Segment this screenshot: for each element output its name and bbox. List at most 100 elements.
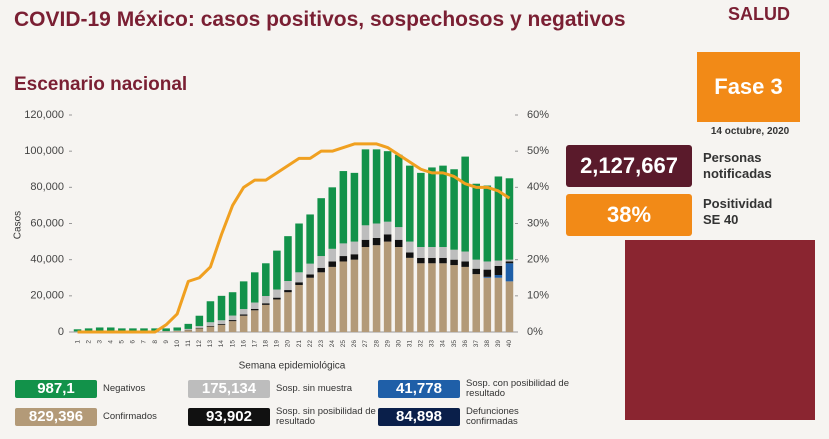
bar-segment bbox=[361, 239, 370, 248]
bar-segment bbox=[494, 265, 503, 276]
legend-label: Sosp. sin posibilidad de resultado bbox=[276, 406, 376, 427]
x-tick-label: 19 bbox=[274, 340, 281, 348]
bar-segment bbox=[383, 241, 392, 332]
bar-segment bbox=[394, 239, 403, 248]
legend-value: 93,902 bbox=[188, 408, 270, 426]
bar-segment bbox=[406, 241, 414, 253]
bar-segment bbox=[417, 172, 425, 248]
bar-segment bbox=[406, 252, 414, 258]
bar-segment bbox=[262, 303, 270, 305]
legend-value: 41,778 bbox=[378, 380, 460, 398]
bar-segment bbox=[472, 268, 481, 275]
bar-segment bbox=[494, 277, 503, 332]
bar-segment bbox=[284, 290, 292, 293]
bar-segment bbox=[339, 256, 348, 262]
bar-segment bbox=[162, 328, 170, 332]
date: 14 octubre, 2020 bbox=[710, 126, 790, 137]
x-tick-label: 33 bbox=[429, 340, 436, 348]
bar-segment bbox=[372, 223, 381, 238]
bar-segment bbox=[483, 185, 492, 262]
phase: Fase 3 bbox=[697, 52, 800, 122]
bar-segment bbox=[306, 277, 314, 332]
bar-segment bbox=[162, 331, 170, 332]
bar-segment bbox=[262, 304, 270, 332]
bar-segment bbox=[450, 249, 458, 260]
bar-segment bbox=[195, 315, 204, 327]
bar-segment bbox=[439, 165, 447, 248]
positivity-line bbox=[77, 142, 511, 334]
x-tick-label: 10 bbox=[174, 340, 181, 348]
legend-value: 987,1 bbox=[15, 380, 97, 398]
x-tick-label: 36 bbox=[462, 340, 469, 348]
subtitle: Escenario nacional bbox=[14, 74, 188, 95]
x-tick-label: 38 bbox=[484, 340, 491, 348]
bar-segment bbox=[250, 308, 259, 311]
bar-segment bbox=[483, 261, 492, 270]
y2-tick-label: 50% bbox=[527, 145, 549, 157]
bar-segment bbox=[439, 263, 447, 332]
bar-segment bbox=[350, 172, 359, 242]
x-tick-label: 32 bbox=[418, 340, 425, 348]
bar-segment bbox=[361, 247, 370, 332]
x-tick-label: 11 bbox=[185, 340, 192, 347]
y2-tick-label: 20% bbox=[527, 254, 549, 266]
video-panel bbox=[625, 240, 815, 420]
bar-segment bbox=[284, 281, 292, 291]
legend-label: Negativos bbox=[103, 383, 146, 394]
x-tick-label: 8 bbox=[152, 340, 159, 344]
bar-segment bbox=[295, 284, 303, 332]
x-tick-label: 12 bbox=[196, 340, 203, 348]
x-tick-label: 35 bbox=[451, 340, 458, 348]
bar-segment bbox=[483, 269, 492, 277]
bar-segment bbox=[228, 315, 237, 321]
bar-segment bbox=[206, 326, 215, 332]
bar-segment bbox=[306, 263, 314, 275]
legend-value: 84,898 bbox=[378, 408, 460, 426]
x-tick-label: 17 bbox=[251, 340, 258, 348]
y-tick-label: 60,000 bbox=[30, 217, 64, 229]
bar-segment bbox=[461, 266, 469, 332]
bar-segment bbox=[406, 257, 414, 332]
x-tick-label: 22 bbox=[307, 340, 314, 348]
bar-segment bbox=[505, 261, 514, 264]
legend-label: Sosp. sin muestra bbox=[276, 383, 353, 394]
bar-segment bbox=[439, 247, 447, 258]
bar-segment bbox=[505, 281, 514, 332]
bar-segment bbox=[350, 254, 359, 260]
bar-segment bbox=[217, 323, 226, 325]
x-tick-label: 6 bbox=[130, 340, 137, 344]
y2-tick-label: 10% bbox=[527, 290, 549, 302]
bar-segment bbox=[118, 328, 126, 332]
x-axis-label: Semana epidemiológica bbox=[239, 361, 346, 372]
bar-segment bbox=[306, 214, 314, 264]
bar-segment bbox=[284, 236, 292, 282]
bar-segment bbox=[450, 169, 458, 250]
x-tick-label: 4 bbox=[107, 340, 114, 344]
x-tick-label: 39 bbox=[495, 340, 502, 348]
bar-segment bbox=[472, 259, 481, 269]
bar-segment bbox=[95, 327, 104, 332]
stat-value: 38% bbox=[566, 194, 692, 236]
y2-tick-label: 0% bbox=[527, 326, 543, 338]
bar-segment bbox=[339, 171, 348, 244]
stat-label: Positividad SE 40 bbox=[703, 196, 773, 227]
bar-segment bbox=[228, 321, 237, 332]
bar-segment bbox=[273, 250, 281, 290]
legend-label: Sosp. con posibilidad de resultado bbox=[466, 378, 569, 399]
x-tick-label: 30 bbox=[395, 340, 402, 348]
x-tick-label: 29 bbox=[384, 340, 391, 348]
bar-segment bbox=[328, 187, 337, 249]
bar-segment bbox=[505, 263, 514, 282]
bar-segment bbox=[195, 328, 204, 332]
bar-segment bbox=[84, 328, 93, 332]
bar-segment bbox=[239, 314, 248, 316]
x-tick-label: 2 bbox=[85, 340, 92, 344]
bar-segment bbox=[494, 176, 503, 261]
bar-segment bbox=[505, 259, 514, 262]
bar-segment bbox=[439, 257, 447, 264]
bar-segment bbox=[328, 266, 337, 332]
bar-segment bbox=[206, 325, 215, 327]
bar-segment bbox=[350, 259, 359, 332]
bar-segment bbox=[195, 327, 204, 329]
bar-segment bbox=[250, 272, 259, 303]
